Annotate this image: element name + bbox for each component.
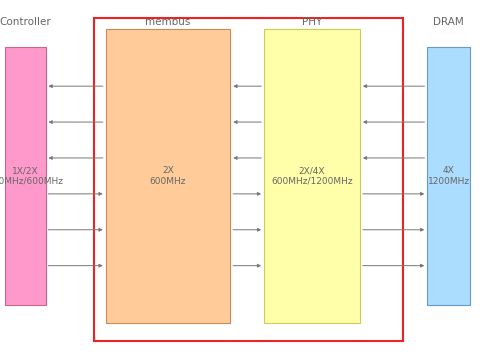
Bar (106, 29, 230, 323)
Text: PHY: PHY (302, 17, 322, 27)
Bar (264, 29, 360, 323)
Text: 1X/2X
300MHz/600MHz: 1X/2X 300MHz/600MHz (0, 166, 63, 186)
Bar (5, 47, 46, 305)
Text: DRAM: DRAM (433, 17, 464, 27)
Text: 2X/4X
600MHz/1200MHz: 2X/4X 600MHz/1200MHz (271, 166, 353, 186)
Text: 4X
1200MHz: 4X 1200MHz (428, 166, 470, 186)
Text: 2X
600MHz: 2X 600MHz (150, 166, 186, 186)
Text: Controller: Controller (0, 17, 51, 27)
Bar (427, 47, 470, 305)
Text: membus: membus (145, 17, 191, 27)
Bar (94, 18, 403, 341)
